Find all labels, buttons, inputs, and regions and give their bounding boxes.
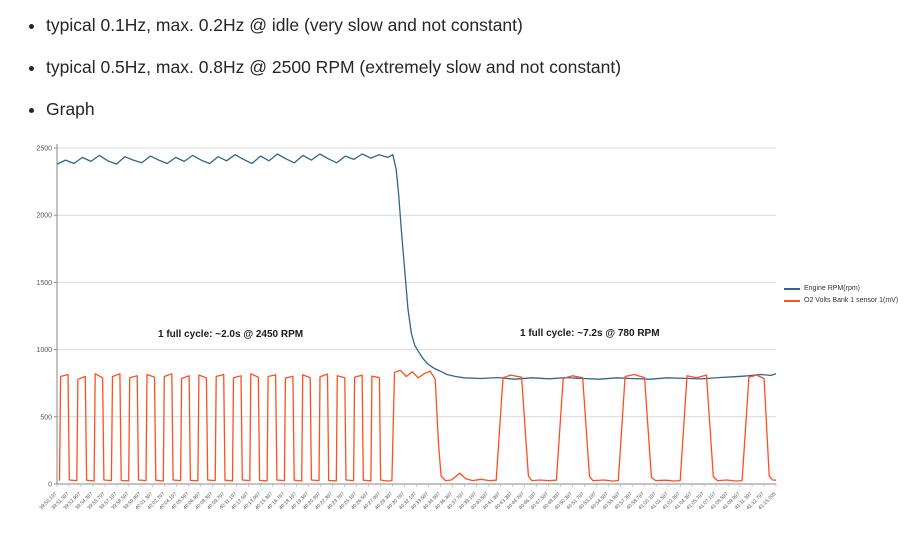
annotation-fast-cycle: 1 full cycle: ~2.0s @ 2450 RPM [158,329,304,340]
y-tick-label: 500 [40,414,52,421]
bullet-item-graph: Graph [46,98,923,120]
chart-legend: Engine RPM(rpm) O2 Volts Bank 1 sensor 1… [784,285,898,304]
legend-item-engine-rpm: Engine RPM(rpm) [784,285,898,292]
y-tick-label: 1500 [36,280,52,287]
legend-label-engine-rpm: Engine RPM(rpm) [804,285,861,292]
annotation-slow-cycle: 1 full cycle: ~7.2s @ 780 RPM [520,328,660,339]
bullet-item-idle-freq: typical 0.1Hz, max. 0.2Hz @ idle (very s… [46,14,923,36]
y-tick-label: 1000 [36,347,52,354]
o2-volts-line [58,369,777,482]
y-tick-label: 0 [48,482,52,489]
chart: 0 500 1000 1500 2000 2500 39:50.197 39:51.597 39… [0,138,923,535]
y-tick-label: 2500 [36,146,52,153]
legend-item-o2-volts: O2 Volts Bank 1 sensor 1(mV) [784,297,898,304]
bullet-item-2500rpm-freq: typical 0.5Hz, max. 0.8Hz @ 2500 RPM (ex… [46,56,923,78]
o2-volts-line-swatch [784,299,800,302]
engine-rpm-line [56,153,777,380]
bullet-list: typical 0.1Hz, max. 0.2Hz @ idle (very s… [0,14,923,120]
chart-canvas: 0500100015002000250039:50.19739:51.59739… [36,144,778,511]
y-tick-label: 2000 [36,213,52,220]
legend-label-o2-volts: O2 Volts Bank 1 sensor 1(mV) [804,297,899,304]
engine-rpm-line-swatch [784,287,800,290]
